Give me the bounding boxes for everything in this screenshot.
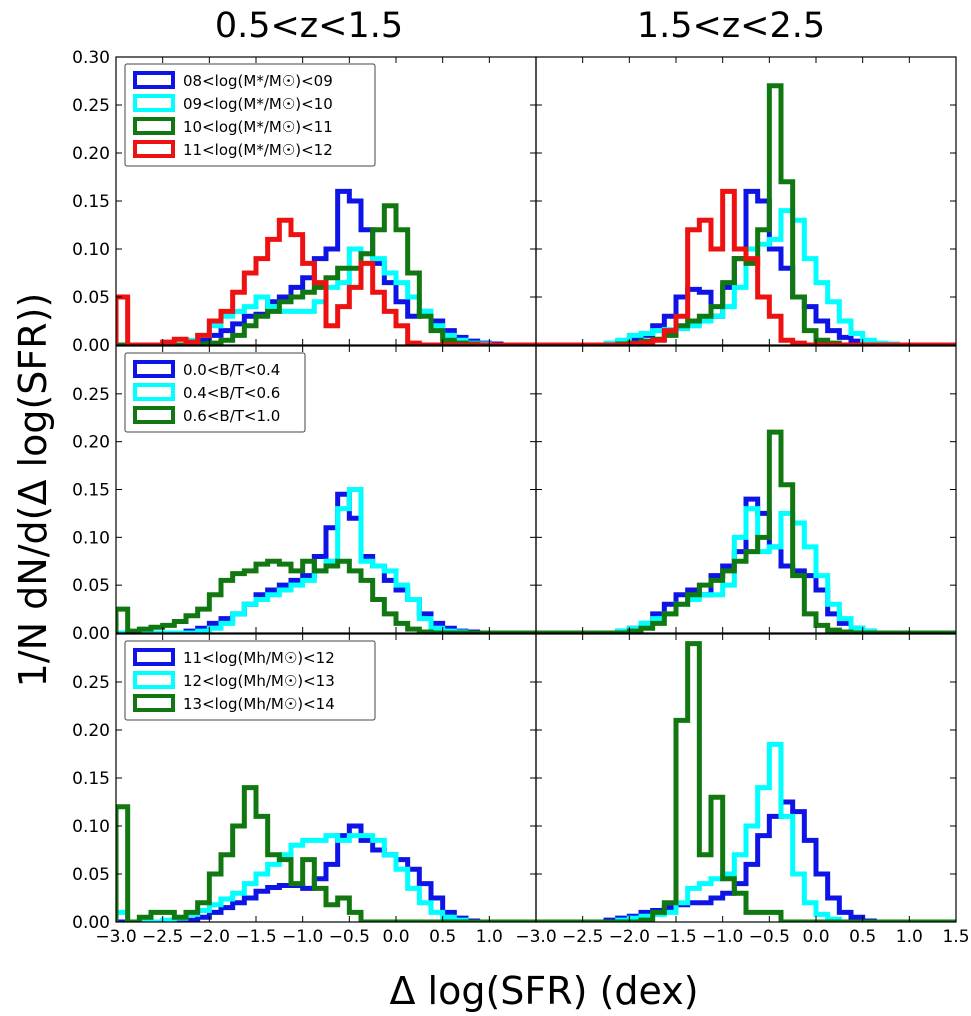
legend-label: 11<log(Mh/M☉)<12 [183, 649, 335, 667]
series-group [536, 429, 956, 633]
legend-swatch [133, 94, 175, 112]
y-tick-label: 0.10 [72, 240, 110, 260]
x-tick-label: −0.5 [329, 927, 370, 947]
x-tick-label: 1.5 [942, 927, 969, 947]
x-tick-label: 0.0 [802, 927, 829, 947]
y-tick-label: 0.05 [72, 865, 110, 885]
legend-box [124, 63, 376, 167]
panel-r0-c0: 0.30 0.25 0.20 0.15 0.10 0.05 0.00 08<log(M*/M☉… [72, 48, 537, 356]
y-tick-label: 0.20 [72, 721, 110, 741]
panel-r2-c0: 0.25 0.20 0.15 0.10 0.05 0.00−3.0 −2.5 −2.0 −1.5… [72, 633, 537, 947]
x-tick-label: −2.5 [562, 927, 603, 947]
y-tick-label: 0.00 [72, 913, 110, 933]
legend-swatch [133, 360, 175, 378]
legend: 11<log(Mh/M☉)<12 12<log(Mh/M☉)<13 13<log(M… [124, 640, 376, 721]
histogram-series-2 [116, 785, 536, 922]
y-tick-label: 0.20 [72, 144, 110, 164]
plot-grid: 0.30 0.25 0.20 0.15 0.10 0.05 0.00 08<log(M*/M☉… [72, 48, 969, 947]
legend-label: 12<log(Mh/M☉)<13 [183, 672, 335, 690]
x-tick-label: −3.0 [95, 927, 136, 947]
histogram-series-2 [116, 558, 536, 633]
series-group [536, 83, 956, 345]
x-tick-label: −2.0 [189, 927, 230, 947]
legend-box [124, 640, 376, 721]
legend-swatch [133, 71, 175, 89]
panel-r0-c1 [535, 56, 957, 346]
series-group [116, 785, 536, 922]
legend-label: 10<log(M*/M☉)<11 [183, 118, 333, 136]
column-title-high-z: 1.5<z<2.5 [637, 6, 825, 46]
y-tick-label: 0.15 [72, 192, 110, 212]
legend-swatch [133, 117, 175, 135]
panel-r1-c0: 0.25 0.20 0.15 0.10 0.05 0.00 0.0<B/T<0.4 0.4<B… [72, 345, 537, 644]
legend-box [124, 352, 306, 433]
y-tick-label: 0.15 [72, 481, 110, 501]
x-tick-label: −0.5 [749, 927, 790, 947]
x-tick-label: −1.5 [235, 927, 276, 947]
y-tick-label: 0.10 [72, 528, 110, 548]
panel-r1-c1 [535, 345, 957, 634]
y-tick-label: 0.10 [72, 817, 110, 837]
series-group [116, 487, 536, 633]
series-group [536, 641, 956, 922]
x-tick-label: 0.5 [849, 927, 876, 947]
legend-label: 09<log(M*/M☉)<10 [183, 95, 333, 113]
x-tick-label: 1.0 [476, 927, 503, 947]
y-tick-label: 0.30 [72, 48, 110, 68]
histogram-series-1 [116, 487, 536, 633]
x-tick-label: −2.5 [142, 927, 183, 947]
x-tick-label: −1.0 [702, 927, 743, 947]
x-tick-label: 1.0 [896, 927, 923, 947]
y-tick-label: 0.20 [72, 433, 110, 453]
histogram-series-2 [536, 641, 956, 922]
column-title-low-z: 0.5<z<1.5 [215, 6, 403, 46]
y-tick-label: 0.25 [72, 673, 110, 693]
legend-label: 0.6<B/T<1.0 [183, 407, 280, 425]
histogram-series-3 [116, 217, 536, 345]
legend-swatch [133, 140, 175, 158]
y-tick-label: 0.25 [72, 96, 110, 116]
x-tick-label: 0.5 [429, 927, 456, 947]
panel-r2-c1: −3.0 −2.5 −2.0 −1.5 −1.0 −0.5 0.0 0.5 1.0 1.5 [515, 633, 970, 947]
x-tick-label: 0.0 [382, 927, 409, 947]
legend-label: 0.4<B/T<0.6 [183, 384, 280, 402]
legend-swatch [133, 671, 175, 689]
histogram-series-1 [536, 506, 956, 633]
legend-label: 08<log(M*/M☉)<09 [183, 72, 333, 90]
legend-swatch [133, 648, 175, 666]
x-axis-label: Δ log(SFR) (dex) [389, 969, 698, 1013]
x-tick-label: −1.5 [655, 927, 696, 947]
x-tick-label: −1.0 [282, 927, 323, 947]
legend-swatch [133, 406, 175, 424]
y-tick-label: 0.15 [72, 769, 110, 789]
y-tick-label: 0.00 [72, 336, 110, 356]
series-group [116, 188, 536, 345]
y-tick-label: 0.05 [72, 576, 110, 596]
legend-label: 11<log(M*/M☉)<12 [183, 141, 333, 159]
legend: 0.0<B/T<0.4 0.4<B/T<0.6 0.6<B/T<1.0 [124, 352, 306, 433]
panel-frame [535, 345, 957, 634]
legend-swatch [133, 694, 175, 712]
y-tick-label: 0.25 [72, 385, 110, 405]
y-tick-label: 0.05 [72, 288, 110, 308]
legend-label: 13<log(Mh/M☉)<14 [183, 695, 335, 713]
legend: 08<log(M*/M☉)<09 09<log(M*/M☉)<10 10<log(M… [124, 63, 376, 167]
legend-swatch [133, 383, 175, 401]
x-tick-label: −3.0 [515, 927, 556, 947]
legend-label: 0.0<B/T<0.4 [183, 361, 280, 379]
y-axis-label: 1/N dN/d(Δ log(SFR)) [11, 293, 55, 688]
y-tick-label: 0.00 [72, 624, 110, 644]
x-tick-label: −2.0 [609, 927, 650, 947]
